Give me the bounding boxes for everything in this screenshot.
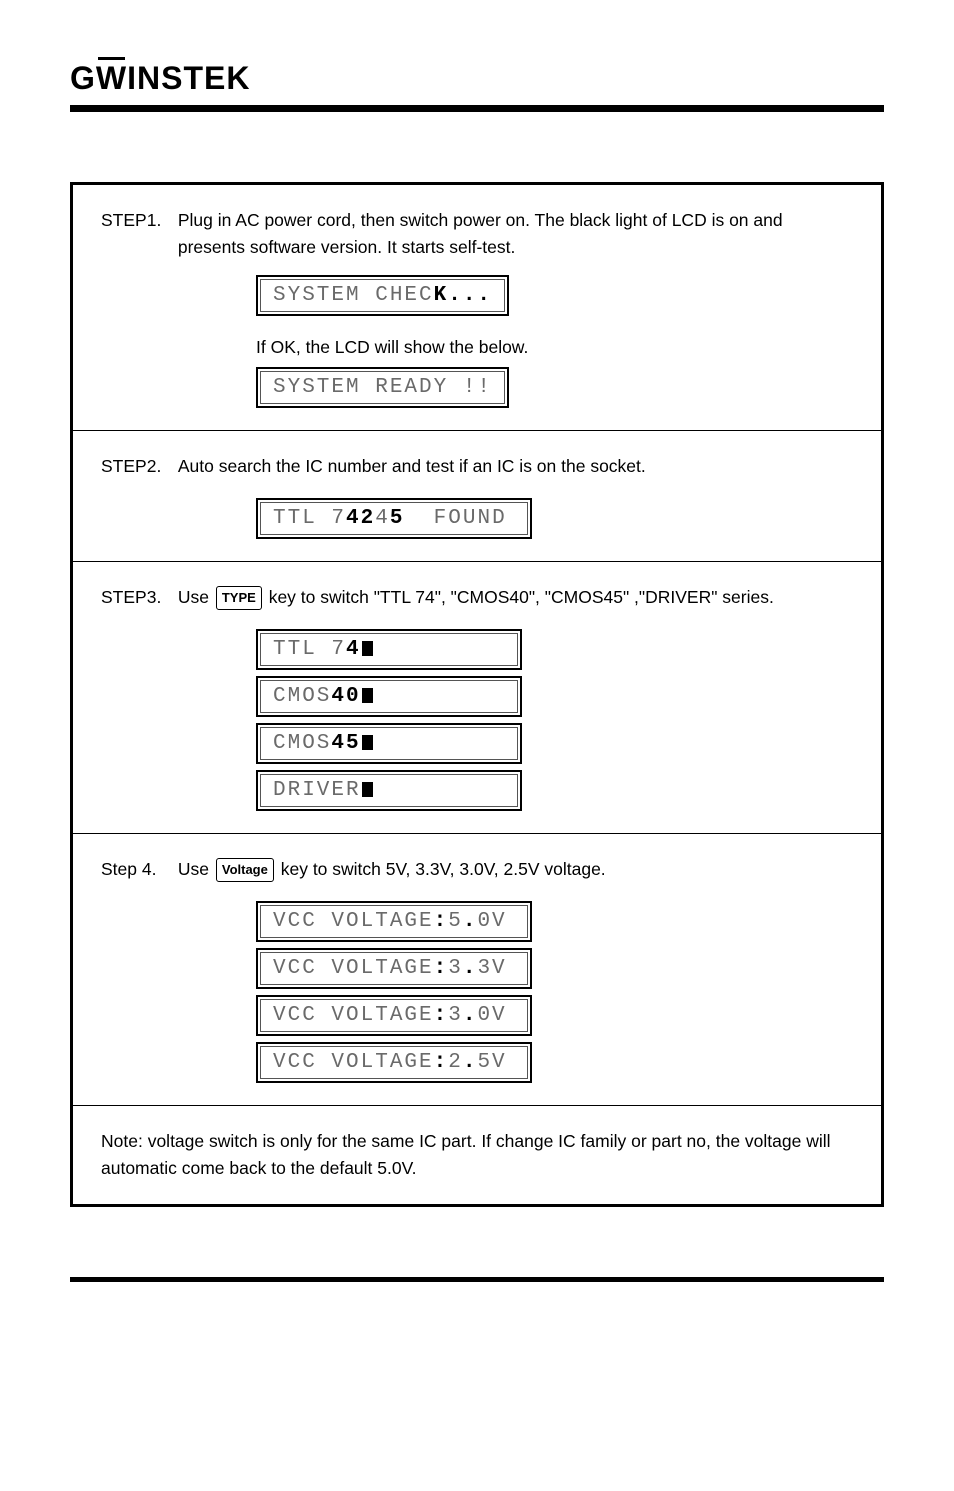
lcd-ttl74: TTL 74 xyxy=(256,629,522,670)
lcd-ttl-found: TTL 74245 FOUND xyxy=(256,498,532,539)
lcd-vcc-30v: VCC VOLTAGE:3.0V xyxy=(256,995,532,1036)
step4-section: Step 4. Use Voltage key to switch 5V, 3.… xyxy=(73,834,881,1106)
lcd-system-check: SYSTEM CHECK... xyxy=(256,275,509,316)
step3-text: STEP3. Use TYPE key to switch "TTL 74", … xyxy=(101,584,853,611)
step3-body: Use TYPE key to switch "TTL 74", "CMOS40… xyxy=(178,584,852,611)
step1-body: Plug in AC power cord, then switch power… xyxy=(178,207,852,261)
step4-body: Use Voltage key to switch 5V, 3.3V, 3.0V… xyxy=(178,856,852,883)
lcd-cmos40: CMOS40 xyxy=(256,676,522,717)
footer-rule xyxy=(70,1277,884,1282)
step2-text: STEP2. Auto search the IC number and tes… xyxy=(101,453,853,480)
note-text: Note: voltage switch is only for the sam… xyxy=(101,1128,853,1182)
brand-logo: GWINSTEK xyxy=(70,60,884,97)
step3-section: STEP3. Use TYPE key to switch "TTL 74", … xyxy=(73,562,881,834)
lcd-vcc-5v: VCC VOLTAGE:5.0V xyxy=(256,901,532,942)
header-rule xyxy=(70,105,884,112)
note-section: Note: voltage switch is only for the sam… xyxy=(73,1106,881,1204)
step2-label: STEP2. xyxy=(101,453,173,480)
lcd-vcc-33v: VCC VOLTAGE:3.3V xyxy=(256,948,532,989)
step1-mid-text: If OK, the LCD will show the below. xyxy=(256,334,853,360)
step1-text: STEP1. Plug in AC power cord, then switc… xyxy=(101,207,853,261)
lcd-system-ready: SYSTEM READY !! xyxy=(256,367,509,408)
lcd-cmos45: CMOS45 xyxy=(256,723,522,764)
step3-label: STEP3. xyxy=(101,584,173,611)
step4-label: Step 4. xyxy=(101,856,173,883)
step2-section: STEP2. Auto search the IC number and tes… xyxy=(73,431,881,562)
voltage-key: Voltage xyxy=(216,858,274,882)
step2-body: Auto search the IC number and test if an… xyxy=(178,453,852,480)
lcd-driver: DRIVER xyxy=(256,770,522,811)
lcd-vcc-25v: VCC VOLTAGE:2.5V xyxy=(256,1042,532,1083)
step1-label: STEP1. xyxy=(101,207,173,234)
instructions-box: STEP1. Plug in AC power cord, then switc… xyxy=(70,182,884,1207)
type-key: TYPE xyxy=(216,586,262,610)
step4-text: Step 4. Use Voltage key to switch 5V, 3.… xyxy=(101,856,853,883)
step1-section: STEP1. Plug in AC power cord, then switc… xyxy=(73,185,881,431)
